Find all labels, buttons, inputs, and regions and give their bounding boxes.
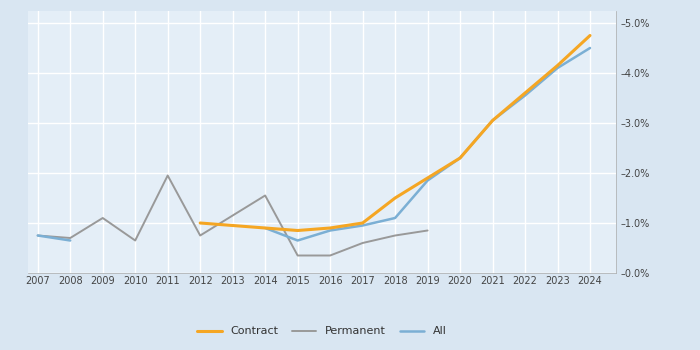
Contract xyxy=(293,229,302,233)
Permanent xyxy=(34,233,42,238)
Contract xyxy=(553,63,561,68)
Line: Permanent: Permanent xyxy=(38,175,428,256)
Permanent xyxy=(326,253,335,258)
Contract xyxy=(261,226,270,230)
All xyxy=(34,233,42,238)
All xyxy=(66,238,74,243)
Permanent xyxy=(293,253,302,258)
Contract xyxy=(456,156,464,160)
Contract xyxy=(358,221,367,225)
Contract xyxy=(489,118,497,122)
Line: All: All xyxy=(38,236,70,240)
Contract xyxy=(424,176,432,180)
Permanent xyxy=(131,238,139,243)
Contract xyxy=(391,196,399,200)
Permanent xyxy=(99,216,107,220)
Permanent xyxy=(196,233,204,238)
Legend: Contract, Permanent, All: Contract, Permanent, All xyxy=(193,322,452,341)
Contract xyxy=(521,91,529,95)
Contract xyxy=(196,221,204,225)
Permanent xyxy=(358,241,367,245)
Line: Contract: Contract xyxy=(200,35,590,231)
Permanent xyxy=(261,194,270,198)
Permanent xyxy=(164,173,172,177)
Permanent xyxy=(424,229,432,233)
Permanent xyxy=(66,236,74,240)
Permanent xyxy=(228,214,237,218)
Contract xyxy=(586,33,594,37)
Contract xyxy=(326,226,335,230)
Contract xyxy=(228,223,237,228)
Permanent xyxy=(391,233,399,238)
